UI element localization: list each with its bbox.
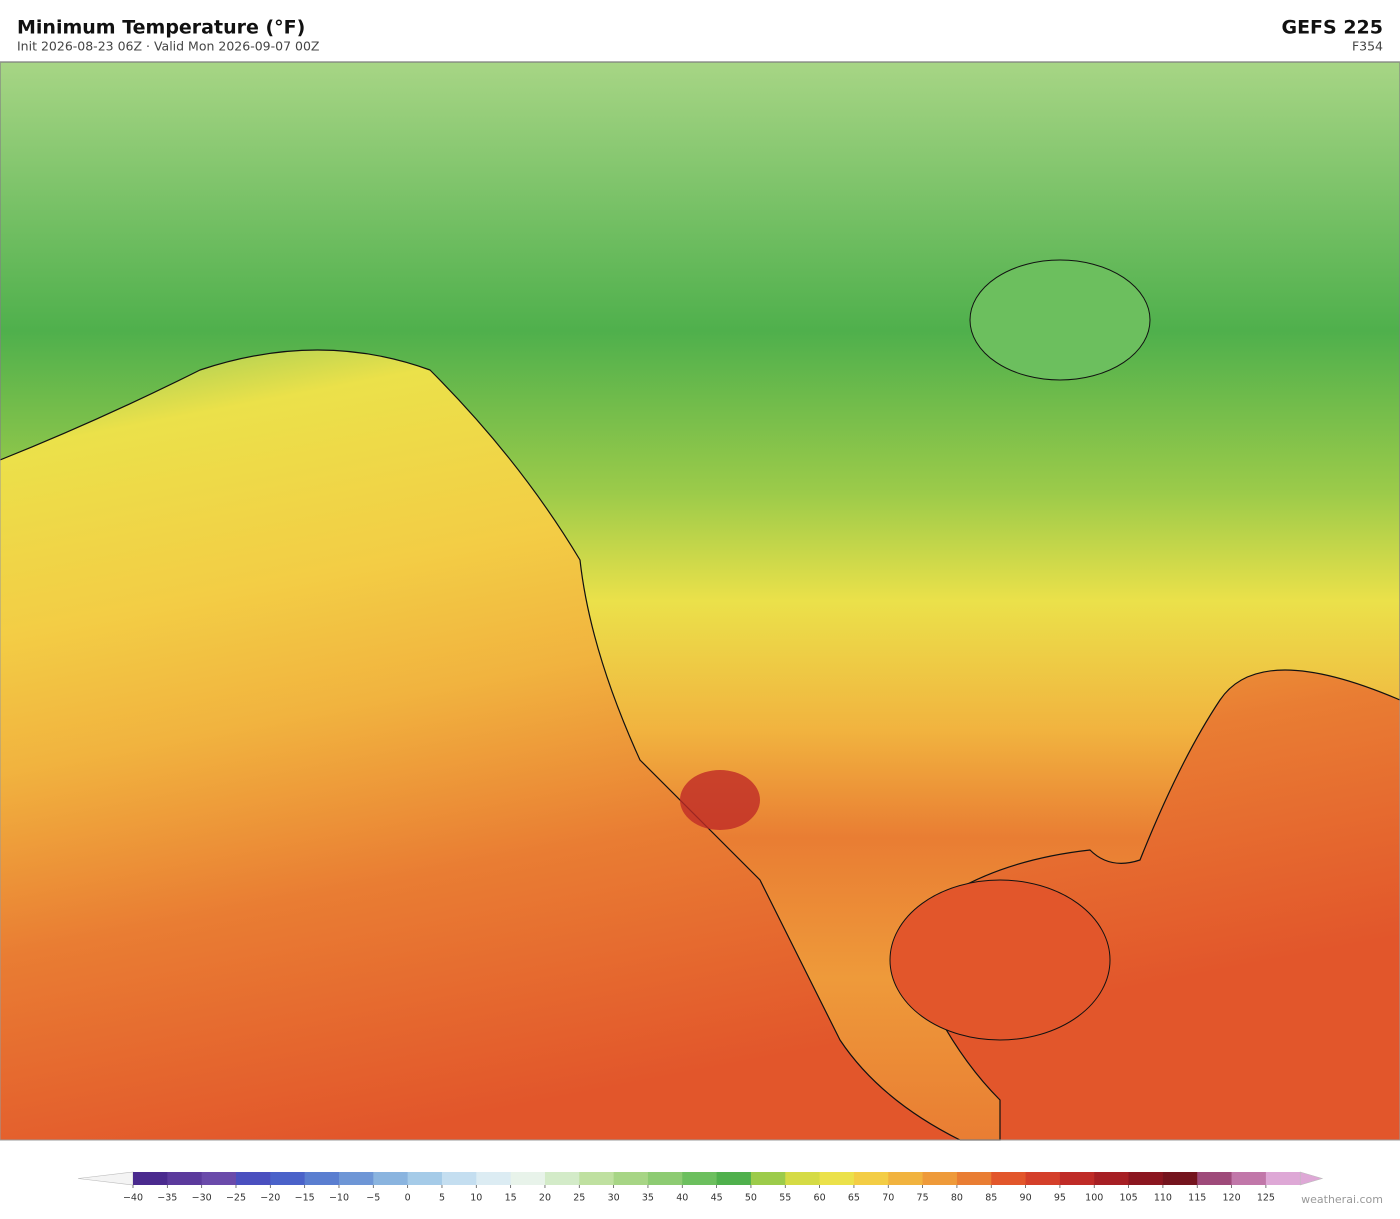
color-bin xyxy=(304,1172,340,1185)
color-bin xyxy=(235,1172,271,1185)
color-bin xyxy=(647,1172,683,1185)
tick-label: 25 xyxy=(573,1193,585,1204)
tick-label: −5 xyxy=(366,1193,380,1204)
color-bin xyxy=(338,1172,374,1185)
tick-label: 55 xyxy=(779,1193,791,1204)
color-bin xyxy=(1059,1172,1095,1185)
color-bin xyxy=(441,1172,477,1185)
color-bin xyxy=(373,1172,409,1185)
tick-label: 0 xyxy=(405,1193,411,1204)
tick-label: −20 xyxy=(260,1193,280,1204)
tick-label: −35 xyxy=(157,1193,177,1204)
tick-label: −40 xyxy=(123,1193,143,1204)
color-bin xyxy=(1025,1172,1061,1185)
color-bin xyxy=(544,1172,580,1185)
color-bin xyxy=(819,1172,855,1185)
color-bin xyxy=(613,1172,649,1185)
color-bin xyxy=(133,1172,168,1185)
tick-label: 95 xyxy=(1054,1193,1066,1204)
color-bin xyxy=(1265,1172,1301,1185)
forecast-hour: F354 xyxy=(1352,39,1383,54)
tick-label: 50 xyxy=(745,1193,757,1204)
color-bin xyxy=(853,1172,889,1185)
color-bin xyxy=(1231,1172,1267,1185)
color-bin xyxy=(991,1172,1027,1185)
tick-label: 10 xyxy=(470,1193,482,1204)
tick-label: 30 xyxy=(608,1193,620,1204)
gulf-of-mexico xyxy=(889,879,1111,1041)
map-frame xyxy=(0,61,1400,1141)
color-bin xyxy=(579,1172,615,1185)
color-bin xyxy=(1197,1172,1233,1185)
colorbar-extend-high xyxy=(1299,1171,1324,1186)
tick-label: 90 xyxy=(1020,1193,1032,1204)
tick-label: 125 xyxy=(1257,1193,1275,1204)
color-bin xyxy=(270,1172,306,1185)
credit: weatherai.com xyxy=(1301,1193,1383,1206)
color-bin xyxy=(167,1172,203,1185)
tick-label: 65 xyxy=(848,1193,860,1204)
tick-label: −25 xyxy=(226,1193,246,1204)
color-bin xyxy=(1128,1172,1164,1185)
color-bin xyxy=(1094,1172,1130,1185)
tick-label: 120 xyxy=(1222,1193,1240,1204)
tick-label: 75 xyxy=(917,1193,929,1204)
color-bin xyxy=(750,1172,786,1185)
tick-label: −15 xyxy=(295,1193,315,1204)
color-bin xyxy=(716,1172,752,1185)
tick-label: −10 xyxy=(329,1193,349,1204)
color-bin xyxy=(682,1172,718,1185)
tick-label: 80 xyxy=(951,1193,963,1204)
color-bin xyxy=(476,1172,512,1185)
tick-label: −30 xyxy=(192,1193,212,1204)
color-bin xyxy=(407,1172,443,1185)
tick-label: 20 xyxy=(539,1193,551,1204)
color-bin xyxy=(888,1172,924,1185)
map-title: Minimum Temperature (°F) xyxy=(17,17,305,39)
tick-label: 45 xyxy=(711,1193,723,1204)
color-bin xyxy=(922,1172,958,1185)
color-bin xyxy=(1162,1172,1198,1185)
hudson-bay xyxy=(969,259,1151,381)
map xyxy=(0,61,1400,1141)
color-bin xyxy=(785,1172,821,1185)
model-name: GEFS 225 xyxy=(1281,17,1383,39)
tick-label: 40 xyxy=(676,1193,688,1204)
tick-label: 115 xyxy=(1188,1193,1206,1204)
tick-label: 60 xyxy=(814,1193,826,1204)
color-bin xyxy=(201,1172,237,1185)
tick-label: 105 xyxy=(1119,1193,1137,1204)
map-subtitle: Init 2026-08-23 06Z · Valid Mon 2026-09-… xyxy=(17,39,319,54)
color-bin xyxy=(510,1172,546,1185)
tick-label: 35 xyxy=(642,1193,654,1204)
tick-label: 85 xyxy=(985,1193,997,1204)
tick-label: 5 xyxy=(439,1193,445,1204)
colorbar: −40 −35 −30 −25 −20 −15 −10 −5 0 5 10 15 20 25 30 35 40 4… xyxy=(77,1171,1324,1204)
color-bin xyxy=(956,1172,992,1185)
hot-spot xyxy=(680,770,760,830)
tick-label: 70 xyxy=(882,1193,894,1204)
tick-label: 110 xyxy=(1154,1193,1172,1204)
tick-label: 100 xyxy=(1085,1193,1103,1204)
colorbar-extend-low xyxy=(77,1171,134,1186)
tick-label: 15 xyxy=(505,1193,517,1204)
